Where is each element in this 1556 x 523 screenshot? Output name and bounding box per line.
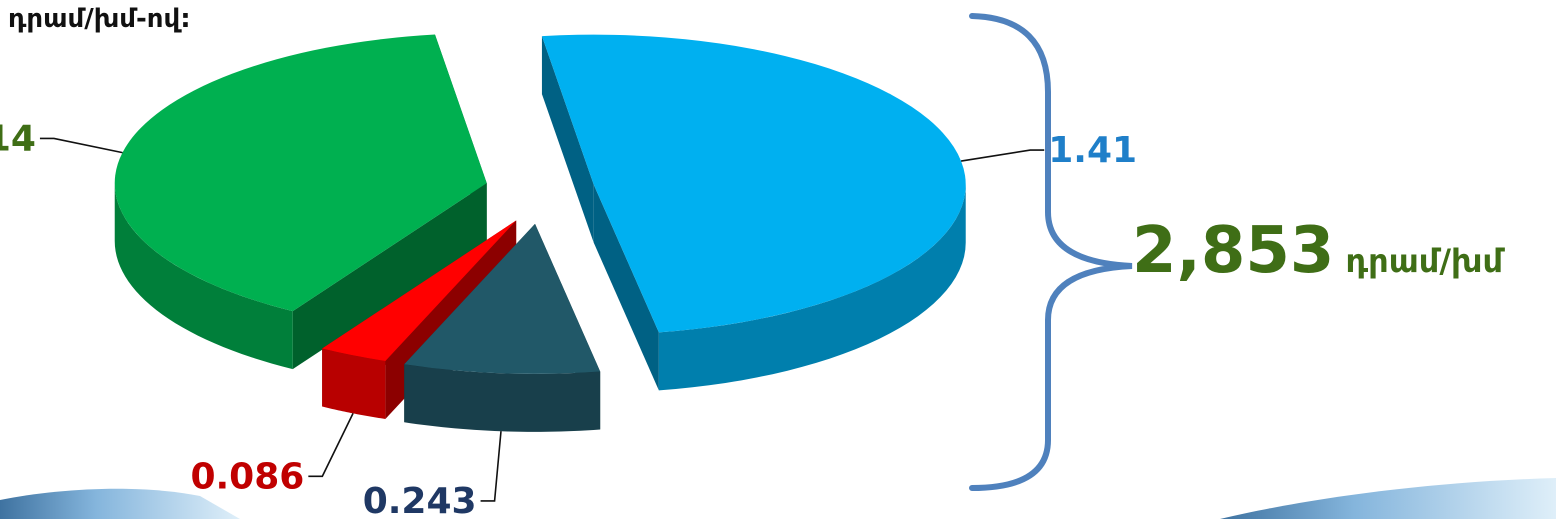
slice-value-label: 0.243 [363,481,477,519]
total-summary: 2,853 դրամ/խմ [1132,214,1503,288]
wave-decoration-right [1220,478,1556,519]
slice-value-label: 1.41 [1048,130,1137,171]
total-unit: դրամ/խմ [1345,242,1504,280]
total-value: 2,853 [1132,214,1335,288]
pie-slice [404,223,601,432]
slice-wall [541,36,594,243]
pie-slice [114,34,487,370]
slice-rim [322,348,386,419]
slice-rim [658,184,966,391]
slice-top [114,34,487,312]
slice-wall [593,184,659,391]
slice-top [404,223,601,374]
slice-value-label: 1.114 [0,118,36,159]
unit-caption: դրամ/խմ-ով: [8,4,191,34]
leader-line [308,413,354,478]
leader-line [960,149,1045,162]
slice-wall [292,183,487,370]
slice-rim [404,364,601,432]
slice-value-label: 0.086 [190,456,304,497]
pie-slices [114,34,966,432]
wave-decoration-left [0,488,240,519]
slice-labels: 1.41 0.243 0.086 1.114 [0,118,1137,522]
slice-top [541,34,966,333]
label-leader-lines [39,137,1045,502]
total-brace [969,13,1133,491]
slice-rim [114,183,293,370]
slice-top [322,220,517,361]
leader-line [480,431,502,502]
leader-line [39,137,123,154]
pie-slice [541,34,966,391]
